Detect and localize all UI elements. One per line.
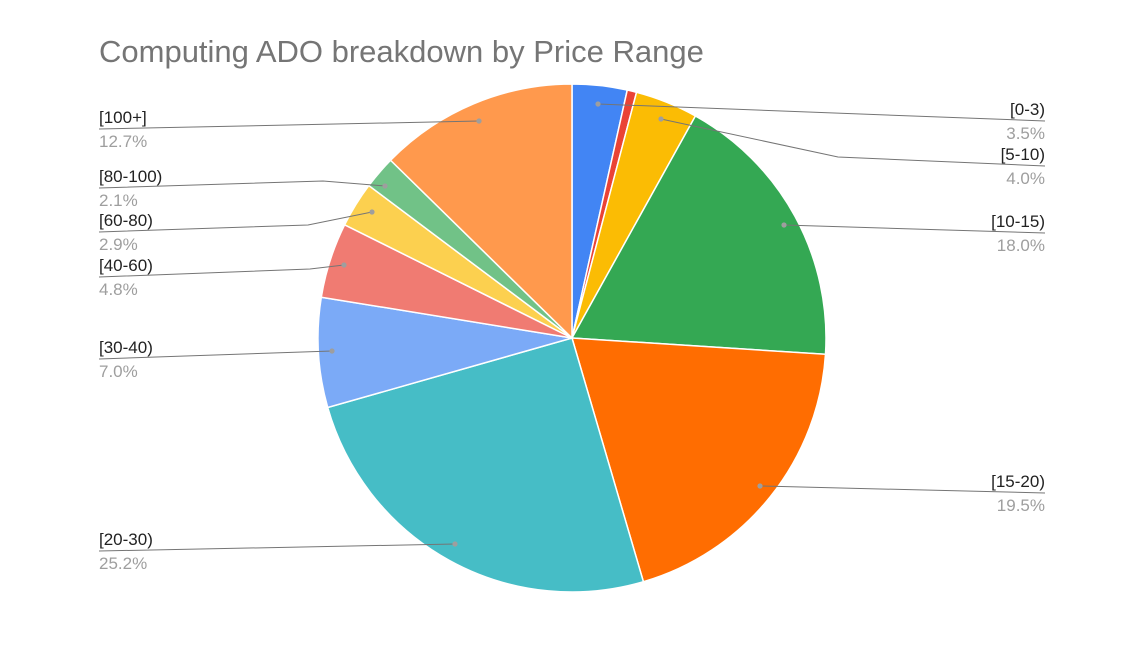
- slice-percent-label: 4.8%: [99, 280, 138, 299]
- slice-label: [30-40): [99, 338, 153, 357]
- chart-title: Computing ADO breakdown by Price Range: [99, 34, 704, 69]
- leader-line: [98, 543, 456, 552]
- leader-line: [759, 485, 1046, 494]
- slice-percent-label: 2.1%: [99, 191, 138, 210]
- leader-dot: [757, 483, 763, 489]
- leader-line: [98, 264, 345, 278]
- slice-percent-label: 4.0%: [1006, 169, 1045, 188]
- pie-labels: [0-3) 3.5% [5-10) 4.0% [10-15) 18.0% [15-20) 19…: [99, 100, 1045, 573]
- slice-percent-label: 2.9%: [99, 235, 138, 254]
- leader-line: [98, 211, 373, 233]
- leader-dot: [341, 262, 347, 268]
- slice-percent-label: 3.5%: [1006, 124, 1045, 143]
- slice-percent-label: 19.5%: [997, 496, 1045, 515]
- leader-line: [98, 120, 480, 130]
- leader-line: [783, 224, 1046, 234]
- slice-label: [40-60): [99, 256, 153, 275]
- pie-leader-lines: [98, 101, 1046, 552]
- leader-line: [660, 118, 1046, 167]
- pie-slice: [389, 83, 573, 340]
- slice-percent-label: 7.0%: [99, 362, 138, 381]
- leader-dot: [452, 541, 458, 547]
- slice-percent-label: 25.2%: [99, 554, 147, 573]
- leader-dot: [595, 101, 601, 107]
- leader-line: [98, 350, 333, 360]
- leader-line: [597, 103, 1046, 122]
- leader-dot: [369, 209, 375, 215]
- leader-dot: [781, 222, 787, 228]
- pie-slices: [317, 83, 827, 593]
- pie-slice: [570, 337, 827, 583]
- slice-label: [0-3): [1010, 100, 1045, 119]
- slice-label: [10-15): [991, 212, 1045, 231]
- slice-percent-label: 18.0%: [997, 236, 1045, 255]
- leader-dot: [329, 348, 335, 354]
- slice-label: [15-20): [991, 472, 1045, 491]
- slice-label: [100+]: [99, 108, 147, 127]
- slice-percent-label: 12.7%: [99, 132, 147, 151]
- slice-label: [5-10): [1001, 145, 1045, 164]
- leader-dot: [476, 118, 482, 124]
- pie-slice: [317, 296, 573, 409]
- pie-slice: [326, 337, 645, 593]
- slice-label: [20-30): [99, 530, 153, 549]
- slice-label: [60-80): [99, 211, 153, 230]
- leader-line: [98, 180, 386, 189]
- leader-dot: [658, 116, 664, 122]
- leader-dot: [382, 183, 388, 189]
- slice-label: [80-100): [99, 167, 162, 186]
